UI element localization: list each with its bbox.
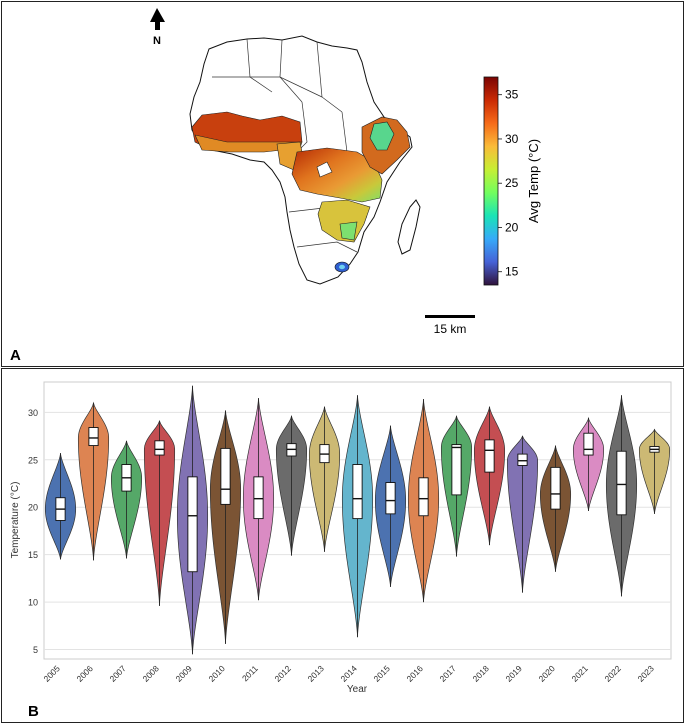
y-axis-label: Temperature (°C) [10,482,21,559]
east-highlands [369,121,395,151]
y-tick-label: 30 [28,408,38,418]
violin-2011 [242,398,275,601]
violin-iqr-box [220,447,231,505]
violin-iqr-box [352,464,363,520]
x-tick-label: 2015 [371,663,392,684]
x-axis-label: Year [347,684,368,695]
lesotho-cold-core [339,264,345,270]
violin-iqr-box [154,440,165,456]
violin-2016 [407,399,440,603]
colorbar: 15 20 25 30 35 Avg Temp (°C) [483,76,541,286]
violin-2017 [440,415,473,557]
violin-2015 [374,425,407,587]
north-arrow-icon [150,8,165,30]
x-tick-label: 2014 [338,663,359,684]
violin-iqr-box [451,444,462,496]
violin-2022 [605,395,638,597]
scale-bar-label: 15 km [434,322,467,336]
x-tick-label: 2010 [206,663,227,684]
y-tick-label: 5 [33,645,38,655]
violin-2019 [506,435,539,593]
colorbar-label: Avg Temp (°C) [526,139,541,223]
violin-2008 [143,419,176,606]
y-tick-label: 20 [28,503,38,513]
x-tick-label: 2013 [305,663,326,684]
panel-b-letter: B [28,703,39,720]
central-africa-heat [291,147,383,203]
violin-iqr-box [550,466,561,510]
x-tick-label: 2012 [272,663,293,684]
madagascar-outline [397,199,421,255]
colorbar-tick-label: 15 [505,265,519,279]
x-tick-labels: 2005 2006 2007 2008 2009 2010 2011 2012 2013 2014… [41,663,656,684]
scale-bar: 15 km [425,315,475,336]
x-tick-label: 2020 [536,663,557,684]
x-tick-label: 2007 [107,663,128,684]
x-tick-label: 2019 [503,663,524,684]
north-arrow: N [150,8,165,47]
y-tick-label: 10 [28,598,38,608]
colorbar-bar [483,76,499,286]
violins [44,385,671,655]
violin-2014 [341,395,374,638]
x-tick-label: 2008 [140,663,161,684]
central-lake-gap [316,161,333,178]
y-tick-label: 15 [28,550,38,560]
violin-iqr-box [484,439,495,473]
violin-iqr-box [253,476,264,520]
colorbar-tick-label: 35 [505,88,519,102]
panel-a-map: N [1,1,684,367]
violin-2007 [110,440,143,559]
x-tick-label: 2021 [569,663,590,684]
violin-iqr-box [517,453,528,466]
violin-2018 [473,406,506,546]
violin-2010 [209,410,242,644]
violin-2009 [176,385,209,655]
violin-iqr-box [616,450,627,516]
x-tick-label: 2022 [602,663,623,684]
violin-2023 [638,428,671,514]
violin-iqr-box [385,482,396,515]
violin-2020 [539,445,572,572]
violin-2006 [77,401,110,561]
y-tick-label: 25 [28,455,38,465]
x-tick-label: 2005 [41,663,62,684]
north-label: N [153,35,161,47]
panel-b-chart: 5 10 15 20 25 30 2005 2006 2007 2008 2009 2010 2011… [1,368,684,723]
violin-2005 [44,453,77,560]
violin-2012 [275,414,308,556]
panel-a-letter: A [10,347,21,364]
colorbar-tick-label: 20 [505,220,519,234]
violin-2021 [572,416,605,512]
map-figure: N [150,8,541,336]
x-tick-label: 2009 [173,663,194,684]
scale-bar-line [425,315,475,318]
x-tick-label: 2016 [404,663,425,684]
temperature-regions [191,111,411,273]
violin-iqr-box [418,477,429,517]
colorbar-tick-label: 30 [505,132,519,146]
x-tick-label: 2018 [470,663,491,684]
y-tick-labels: 5 10 15 20 25 30 [28,408,38,655]
southern-heat [317,199,371,243]
colorbar-ticks: 15 20 25 30 35 [498,88,519,279]
violin-2013 [308,406,341,552]
violin-iqr-box [187,476,198,573]
x-tick-label: 2017 [437,663,458,684]
x-tick-label: 2023 [635,663,656,684]
southern-green [339,221,358,241]
violin-iqr-box [583,432,594,456]
violin-iqr-box [88,427,99,447]
x-tick-label: 2006 [74,663,95,684]
x-tick-label: 2011 [240,663,260,683]
colorbar-tick-label: 25 [505,176,519,190]
violin-chart: 5 10 15 20 25 30 2005 2006 2007 2008 2009 2010 2011… [10,381,672,695]
